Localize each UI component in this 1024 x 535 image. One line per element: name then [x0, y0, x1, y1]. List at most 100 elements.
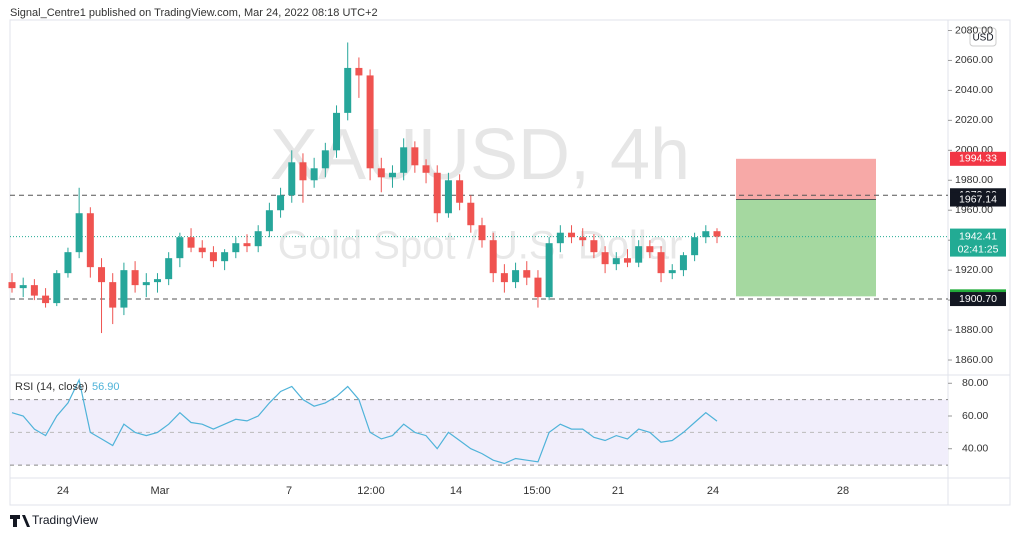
candle-body [288, 162, 296, 196]
candle-body [176, 237, 184, 259]
x-tick-label: 12:00 [357, 485, 385, 497]
candle-body [19, 285, 27, 289]
last-price-label: 1942.41 [959, 230, 997, 242]
x-tick-label: 24 [707, 485, 719, 497]
candle-body [668, 270, 676, 274]
y-tick-label: 1960.00 [955, 204, 993, 216]
candle-body [489, 240, 497, 274]
candle-body [232, 243, 240, 253]
rsi-tick-label: 80.00 [962, 377, 988, 389]
stop-tag-label: 1994.33 [959, 153, 997, 165]
frame [9, 19, 1011, 506]
candle-body [299, 162, 307, 181]
x-tick-label: 24 [57, 485, 69, 497]
candle-body [478, 225, 486, 241]
candle-body [679, 255, 687, 271]
candle-body [388, 172, 396, 178]
y-tick-label: 2020.00 [955, 114, 993, 126]
candle-body [500, 273, 508, 283]
candle-body [277, 195, 285, 211]
x-tick-label: 28 [837, 485, 849, 497]
candle-body [545, 243, 553, 298]
candle-body [344, 67, 352, 113]
candle-body [333, 112, 341, 151]
candle-body [366, 75, 374, 169]
candle-body [53, 273, 61, 304]
rsi-current: 56.90 [92, 381, 120, 393]
candle-body [120, 270, 128, 308]
candle-body [131, 270, 139, 286]
candle-body [265, 210, 273, 232]
candle-body [221, 252, 229, 262]
entry-tag-label: 1967.14 [959, 193, 997, 205]
candle-body [142, 282, 150, 286]
x-tick-label: Mar [151, 485, 170, 497]
y-tick-label: 2040.00 [955, 84, 993, 96]
y-tick-label: 1880.00 [955, 324, 993, 336]
candle-body [109, 282, 117, 308]
candle-body [64, 252, 72, 274]
candle-body [30, 285, 38, 296]
x-tick-label: 21 [612, 485, 624, 497]
stop-tag [950, 151, 1006, 166]
candle-body [556, 232, 564, 244]
candle-body [254, 231, 262, 247]
x-tick-label: 14 [450, 485, 462, 497]
candle-body [355, 67, 363, 76]
last-price-tag [950, 228, 1006, 257]
candle-body [512, 270, 520, 283]
watermark: XAUUSD, 4h [270, 115, 690, 195]
candle-body [42, 295, 50, 304]
y-tick-label: 2060.00 [955, 54, 993, 66]
candle-body [444, 180, 452, 214]
candle-body [534, 277, 542, 298]
candle-body [612, 258, 620, 265]
candle-body [590, 240, 598, 253]
candle-body [209, 252, 217, 262]
candle-body [8, 282, 16, 289]
y-tick-label: 1920.00 [955, 264, 993, 276]
candle-body [310, 168, 318, 181]
candle-body [691, 237, 699, 256]
candle-body [153, 279, 161, 283]
y-tick-label: 1980.00 [955, 174, 993, 186]
candle-body [98, 267, 106, 283]
candle-body [400, 147, 408, 173]
candle-body [187, 237, 195, 248]
candle-body [579, 237, 587, 241]
candle-body [568, 232, 576, 238]
rsi-tick-label: 40.00 [962, 443, 988, 455]
rsi-tick-label: 60.00 [962, 410, 988, 422]
rsi-title: RSI (14, close) [15, 381, 88, 393]
stop-zone [736, 158, 876, 200]
countdown: 02:41:25 [958, 243, 999, 255]
candle-body [601, 252, 609, 265]
candle-body [657, 252, 665, 274]
candle-body [456, 180, 464, 203]
candle-body [433, 172, 441, 214]
y-tick-label: 2080.00 [955, 24, 993, 36]
rsi-band [10, 399, 948, 466]
candle-body [422, 165, 430, 173]
candle-body [321, 150, 329, 169]
entry-tag [950, 192, 1006, 207]
x-tick-label: 7 [286, 485, 292, 497]
candle-body [635, 246, 643, 263]
candle-body [713, 231, 721, 237]
candle-body [646, 246, 654, 253]
candle-body [243, 243, 251, 247]
candle-body [86, 213, 94, 268]
target-zone [736, 199, 876, 297]
brand: TradingView [32, 513, 98, 527]
candle-body [198, 247, 206, 253]
candle-body [75, 213, 83, 253]
currency: USD [972, 33, 993, 44]
candle-body [523, 270, 531, 278]
level-tag [950, 292, 1006, 307]
y-tick-label: 1860.00 [955, 354, 993, 366]
candle-body [702, 231, 710, 238]
rsi-line [11, 378, 718, 465]
candle-body [623, 258, 631, 263]
candle-body [467, 202, 475, 226]
